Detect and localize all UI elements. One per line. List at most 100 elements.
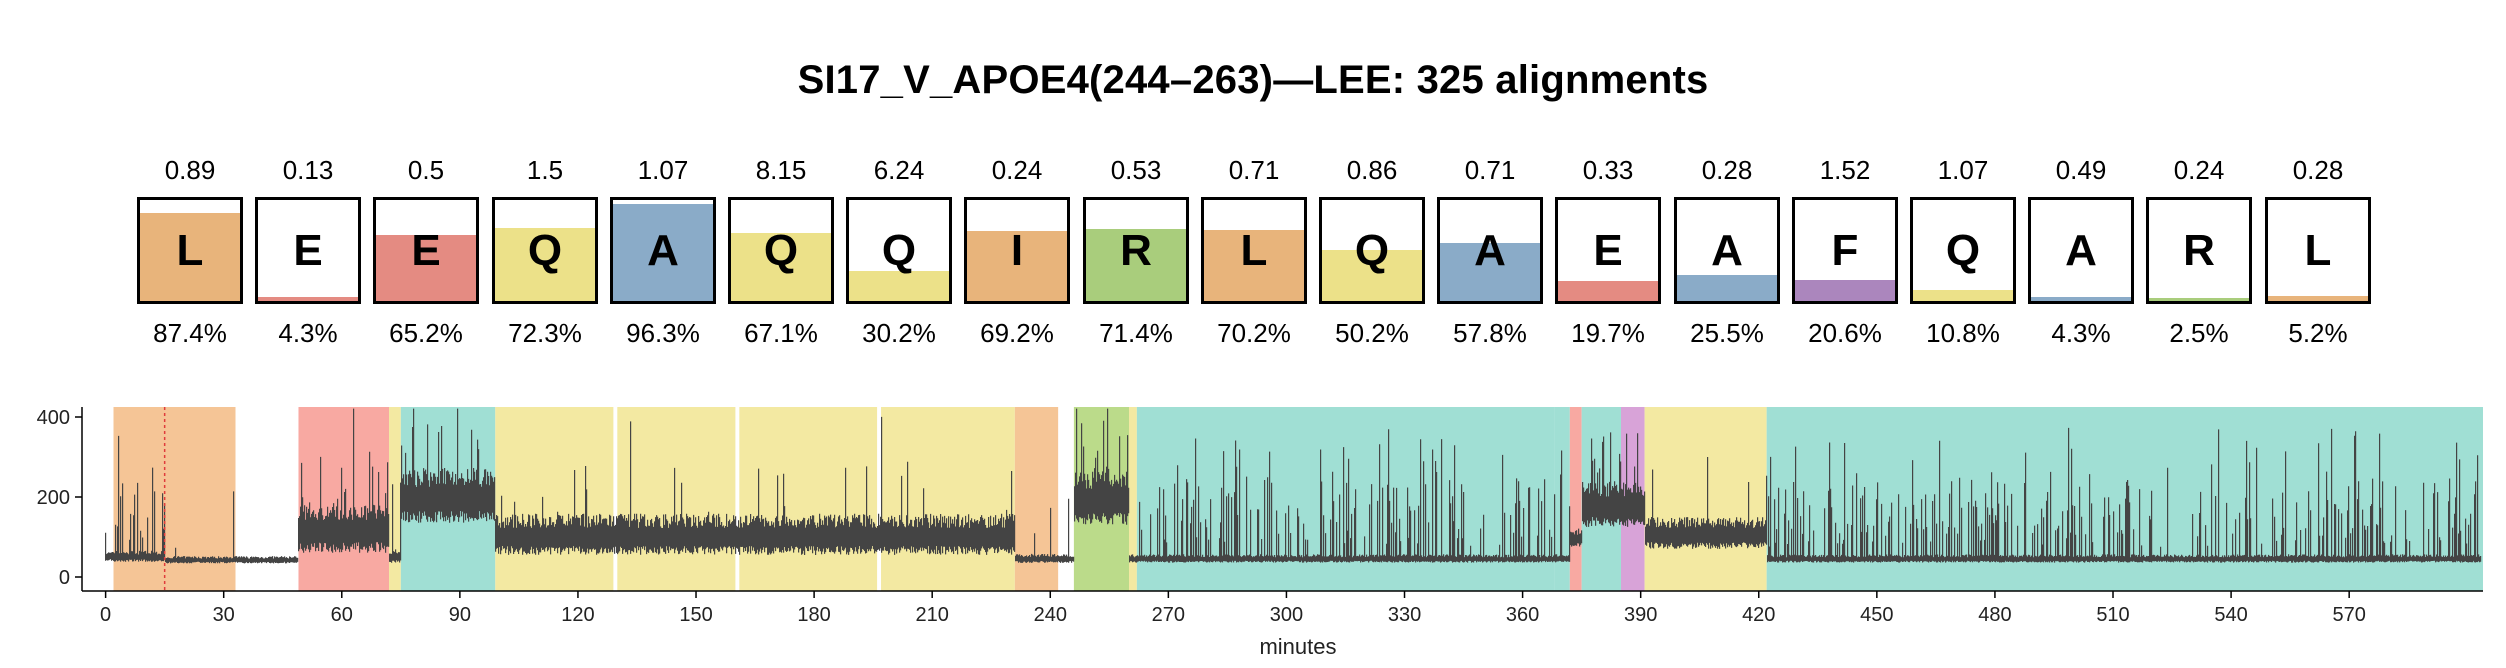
residue-fill-bar: [140, 212, 240, 301]
residue-score: 0.24: [991, 155, 1043, 185]
residue-percent: 67.1%: [744, 318, 818, 348]
residue-letter: A: [647, 225, 679, 275]
residue-score: 0.24: [2173, 155, 2225, 185]
residue-box: A: [610, 197, 716, 304]
residue-fill-bar: [495, 227, 595, 301]
residue-letter: R: [1120, 225, 1152, 275]
region-8: [881, 407, 1015, 591]
residue-percent: 70.2%: [1217, 318, 1291, 348]
y-tick-label: 0: [59, 567, 70, 589]
residue-percent: 20.6%: [1808, 318, 1882, 348]
residue-fill-bar: [849, 270, 949, 301]
residue-box: Q: [728, 197, 834, 304]
residue-percent: 50.2%: [1335, 318, 1409, 348]
x-tick-label: 150: [679, 604, 712, 626]
residue-score: 0.13: [282, 155, 334, 185]
region-18: [1766, 407, 2483, 591]
residue-fill-bar: [731, 233, 831, 301]
residue-fill-bar: [1558, 281, 1658, 301]
residue-percent: 69.2%: [980, 318, 1054, 348]
residue-percent: 57.8%: [1453, 318, 1527, 348]
residue-percent: 65.2%: [389, 318, 463, 348]
x-tick-label: 390: [1624, 604, 1657, 626]
residue-fill-bar: [1913, 290, 2013, 301]
residue-score: 0.33: [1582, 155, 1634, 185]
x-tick-label: 120: [561, 604, 594, 626]
residue-fill-bar: [1795, 280, 1895, 301]
residue-fill-bar: [613, 203, 713, 301]
residue-percent: 4.3%: [278, 318, 338, 348]
chart-title: SI17_V_APOE4(244–263)—LEE: 325 alignment…: [797, 58, 1709, 102]
residue-percent: 25.5%: [1690, 318, 1764, 348]
residue-percent: 2.5%: [2169, 318, 2229, 348]
residue-letter: Q: [527, 225, 563, 275]
x-tick-label: 90: [449, 604, 471, 626]
residue-box: Q: [1319, 197, 1425, 304]
residue-fill-bar: [1204, 230, 1304, 301]
residue-percent: 72.3%: [508, 318, 582, 348]
residue-letter: E: [411, 225, 441, 275]
residue-score: 1.5: [526, 155, 564, 185]
region-11: [1128, 407, 1137, 591]
residue-score: 1.52: [1819, 155, 1871, 185]
residue-letter: Q: [881, 225, 917, 275]
x-tick-label: 450: [1860, 604, 1893, 626]
x-tick-label: 270: [1152, 604, 1185, 626]
residue-box: E: [1555, 197, 1661, 304]
residue-letter: E: [1593, 225, 1623, 275]
residue-letter: E: [293, 225, 323, 275]
residue-box: R: [2146, 197, 2252, 304]
residue-box: Q: [492, 197, 598, 304]
residue-letter: L: [1240, 225, 1268, 275]
x-tick-label: 570: [2332, 604, 2365, 626]
residue-score: 6.24: [873, 155, 925, 185]
y-tick-label: 200: [37, 487, 70, 509]
residue-fill-bar: [2031, 296, 2131, 301]
residue-fill-bar: [376, 235, 476, 301]
x-tick-label: 210: [916, 604, 949, 626]
region-12: [1136, 407, 1555, 591]
residue-box: L: [2265, 197, 2371, 304]
residue-box: L: [137, 197, 243, 304]
residue-letter: F: [1831, 225, 1859, 275]
residue-score: 0.28: [2292, 155, 2344, 185]
residue-percent: 4.3%: [2051, 318, 2111, 348]
region-14: [1569, 407, 1582, 591]
region-6: [617, 407, 736, 591]
x-tick-label: 0: [100, 604, 111, 626]
residue-box: R: [1083, 197, 1189, 304]
residue-fill-bar: [1322, 250, 1422, 301]
plot-axes: 0 200 400 0 30 60 90 120 150 180 210 240 270 300 330 36…: [37, 407, 2483, 626]
region-2: [298, 407, 390, 591]
residue-box: A: [1437, 197, 1543, 304]
signal-path: [105, 408, 2482, 564]
residue-strip: 0.89 L 87.4% 0.13 E 4.3% 0.5 E 65.2% 1.5 Q 72.3% 1.0…: [137, 155, 2371, 348]
region-7: [739, 407, 878, 591]
x-tick-label: 330: [1388, 604, 1421, 626]
residue-score: 0.53: [1110, 155, 1162, 185]
residue-score: 0.71: [1464, 155, 1516, 185]
residue-score: 0.28: [1701, 155, 1753, 185]
residue-box: A: [1674, 197, 1780, 304]
residue-score: 0.49: [2055, 155, 2107, 185]
residue-score: 1.07: [1937, 155, 1989, 185]
residue-score: 1.07: [637, 155, 689, 185]
residue-fill-bar: [258, 296, 358, 301]
residue-fill-bar: [2149, 298, 2249, 301]
residue-percent: 5.2%: [2288, 318, 2348, 348]
x-tick-label: 60: [331, 604, 353, 626]
residue-box: I: [964, 197, 1070, 304]
current-trace-plot: 0 200 400 0 30 60 90 120 150 180 210 240 270 300 330 36…: [37, 407, 2483, 659]
residue-box: Q: [1910, 197, 2016, 304]
y-tick-label: 400: [37, 407, 70, 429]
residue-letter: A: [1711, 225, 1743, 275]
region-1: [113, 407, 236, 591]
x-tick-label: 510: [2096, 604, 2129, 626]
x-tick-label: 540: [2214, 604, 2247, 626]
residue-score: 0.5: [407, 155, 445, 185]
region-3: [389, 407, 401, 591]
residue-fill-bar: [1677, 275, 1777, 301]
residue-fill-bar: [2268, 295, 2368, 301]
residue-letter: A: [1474, 225, 1506, 275]
residue-letter: Q: [1354, 225, 1390, 275]
